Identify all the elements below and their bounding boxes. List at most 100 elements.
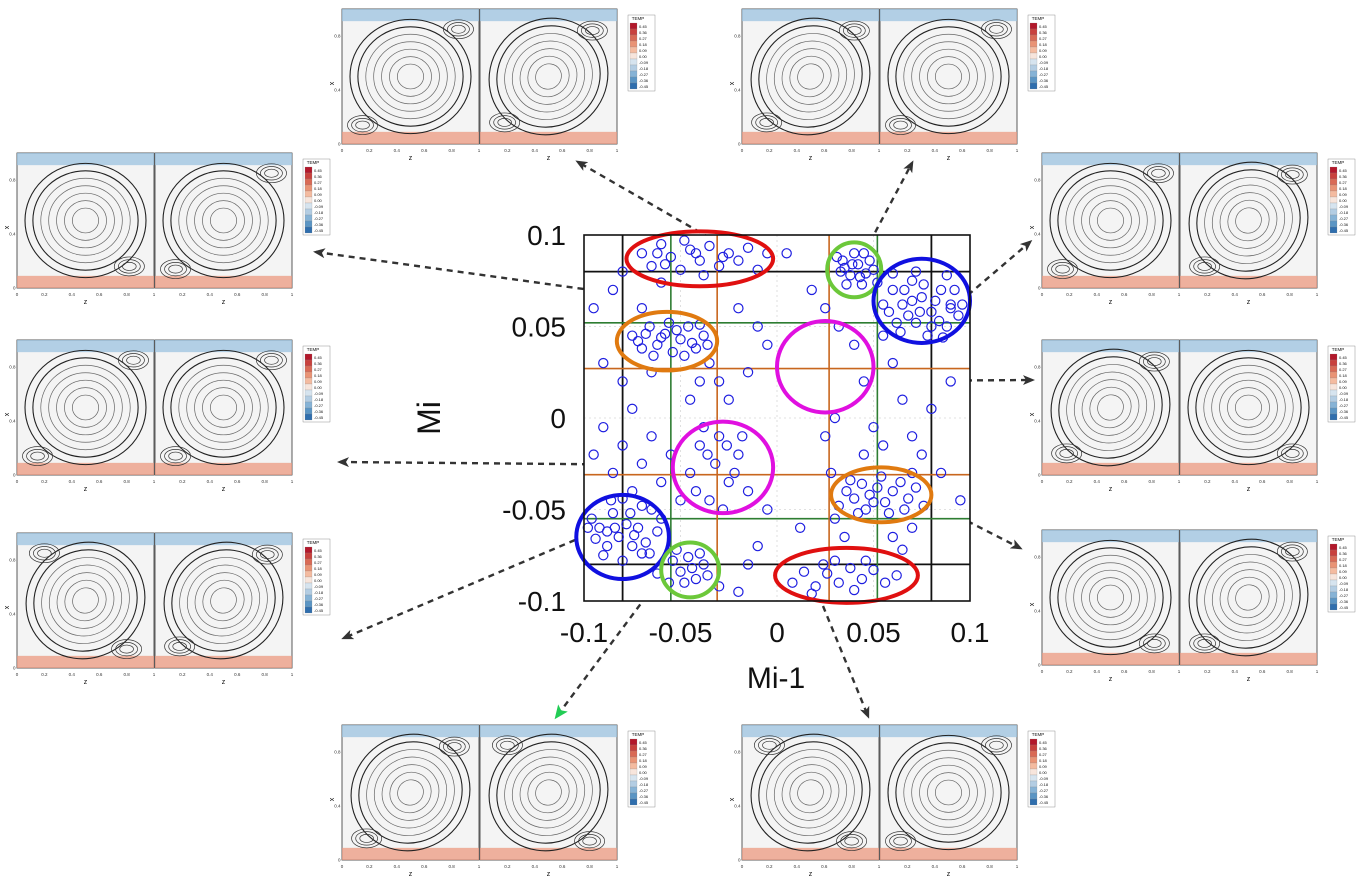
thumbnail-x-tick: 0.6 <box>959 864 966 869</box>
thumbnail-y-tick: 0 <box>1038 286 1041 291</box>
legend-swatch <box>1329 184 1338 192</box>
corner-vortex <box>355 831 378 846</box>
streamline <box>781 764 840 821</box>
streamline <box>1081 379 1140 436</box>
corner-vortex <box>762 740 777 750</box>
cool-band <box>1180 530 1317 543</box>
thumbnail-y-tick: 0.8 <box>1034 555 1041 560</box>
thumbnail-y-label: x <box>1029 602 1036 606</box>
data-point <box>683 551 694 563</box>
thumbnail-x-tick: 0.8 <box>261 672 268 677</box>
legend-label: 0.00 <box>639 54 648 59</box>
corner-vortex <box>758 738 781 753</box>
streamline <box>1188 161 1309 280</box>
data-point <box>598 421 609 433</box>
data-point <box>858 248 870 259</box>
legend-label: -0.09 <box>1339 204 1349 209</box>
streamline <box>389 56 432 97</box>
streamline <box>781 48 840 105</box>
data-point <box>877 440 889 451</box>
warm-band <box>742 847 879 860</box>
streamline <box>1097 394 1124 421</box>
streamline <box>41 557 130 644</box>
thumbnail-x-tick: 0.4 <box>1094 292 1101 297</box>
data-point <box>806 284 817 296</box>
thumbnail-x-label: z <box>222 486 226 493</box>
streamline <box>33 549 138 652</box>
legend-swatch <box>1029 744 1038 752</box>
legend-swatch <box>304 389 313 397</box>
legend-swatch <box>1329 208 1338 216</box>
legend-swatch <box>304 558 313 566</box>
thumbnail-x-tick: 0.2 <box>1204 669 1211 674</box>
data-point <box>613 531 624 543</box>
legend-swatch <box>629 756 638 764</box>
connector-arrow <box>341 538 576 640</box>
thumbnail-x-tick: 0.2 <box>1066 479 1073 484</box>
thumbnail-x-tick: 0.8 <box>261 479 268 484</box>
connector-arrow <box>575 160 711 240</box>
legend-swatch <box>1329 603 1338 611</box>
data-point <box>704 240 715 252</box>
flow-thumbnail: x z 0 0.2 0.4 0.6 0.8 1 z 0.2 0.4 0.6 0.8 1 0 0.4 0.8 TEM… <box>1029 529 1356 683</box>
thumbnail-y-tick: 0.8 <box>9 365 16 370</box>
data-point <box>652 526 663 537</box>
data-point <box>849 339 860 350</box>
corner-vortex <box>1285 547 1300 556</box>
data-point <box>588 303 599 314</box>
thumbnail-x-tick: 0.4 <box>1232 292 1239 297</box>
legend-label: 0.36 <box>639 30 648 35</box>
legend-swatch <box>1029 64 1038 72</box>
thumbnail-x-tick: 0.4 <box>207 672 214 677</box>
streamline <box>758 741 863 844</box>
legend-swatch <box>1029 780 1038 788</box>
thumbnail-x-tick: 0.8 <box>123 479 130 484</box>
streamline <box>186 185 261 256</box>
legend-label: -0.09 <box>1039 60 1049 65</box>
cool-band <box>342 9 479 22</box>
corner-vortex <box>447 742 462 751</box>
corner-vortex <box>1143 636 1166 651</box>
legend-label: -0.27 <box>1039 72 1049 77</box>
legend-label: -0.09 <box>314 584 324 589</box>
corner-vortex <box>115 641 138 657</box>
legend-label: -0.45 <box>1339 605 1349 610</box>
data-point <box>833 577 844 588</box>
legend-label: 0.45 <box>1039 24 1048 29</box>
thumbnail-x-tick: 0.6 <box>821 148 828 153</box>
panel-frame <box>741 724 880 861</box>
streamline <box>194 192 253 249</box>
cool-band <box>742 725 879 738</box>
corner-vortex <box>844 836 859 846</box>
data-point <box>742 367 754 378</box>
streamline <box>56 192 115 249</box>
thumbnail-x-tick: 0.2 <box>904 864 911 869</box>
corner-vortex <box>1055 264 1070 274</box>
streamline <box>1211 184 1286 257</box>
thumbnail-x-tick: 1 <box>1178 669 1181 674</box>
corner-vortex <box>1189 633 1221 654</box>
thumbnail-x-tick: 0.8 <box>448 148 455 153</box>
data-point <box>598 550 609 561</box>
thumbnail-x-tick: 0.4 <box>69 479 76 484</box>
legend-label: -0.18 <box>314 397 324 402</box>
streamline <box>1234 394 1263 421</box>
streamline <box>1073 371 1148 444</box>
legend-swatch <box>629 762 638 770</box>
legend-swatch <box>304 365 313 373</box>
thumbnail-y-tick: 0 <box>1038 663 1041 668</box>
streamline <box>64 579 107 622</box>
thumbnail-x-tick: 0.4 <box>1232 669 1239 674</box>
streamline <box>48 185 123 256</box>
corner-vortex <box>164 262 187 277</box>
streamline <box>1089 200 1132 241</box>
warm-band <box>155 655 292 668</box>
thumbnail-x-tick: 1 <box>291 672 294 677</box>
corner-vortex <box>1051 443 1083 464</box>
data-point <box>694 440 706 451</box>
data-point <box>729 467 740 479</box>
corner-vortex <box>840 833 863 849</box>
corner-vortex <box>122 262 137 271</box>
streamline <box>789 771 832 814</box>
thumbnail-x-label: z <box>222 679 226 686</box>
